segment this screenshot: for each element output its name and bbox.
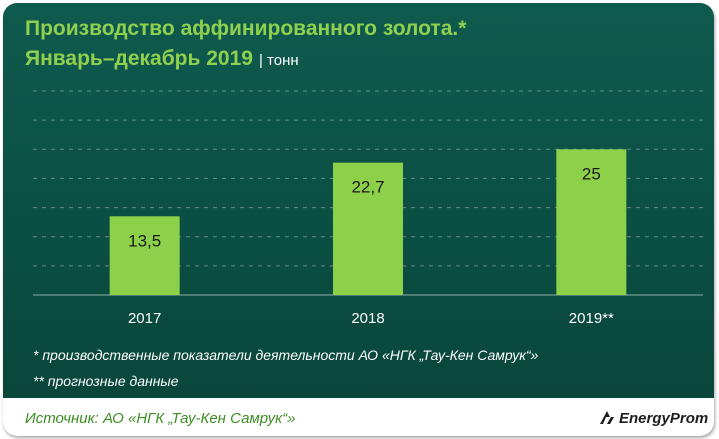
x-tick-label: 2019** <box>569 310 614 327</box>
value-label: 22,7 <box>351 178 384 197</box>
value-labels: 13,5 22,7 25 <box>128 164 601 250</box>
footnote-2: ** прогнозные данные <box>33 373 179 389</box>
chart-panel: Производство аффинированного золота.* Ян… <box>3 3 714 436</box>
energyprom-logo-icon <box>600 411 614 424</box>
bars <box>109 149 627 295</box>
bar-2017 <box>109 216 180 295</box>
energyprom-logo: EnergyProm <box>597 406 712 432</box>
source-text: Источник: АО «НГК „Тау-Кен Самрук“» <box>25 410 296 427</box>
footnote-1: * производственные показатели деятельнос… <box>33 347 539 363</box>
x-tick-label: 2018 <box>351 310 384 327</box>
chart-title: Производство аффинированного золота.* <box>25 17 467 40</box>
bar-2019 <box>556 149 627 295</box>
x-tick-labels: 2017 2018 2019** <box>128 310 614 327</box>
value-label: 25 <box>582 164 601 183</box>
chart-period: Январь–декабрь 2019 <box>25 47 253 70</box>
x-tick-label: 2017 <box>128 310 161 327</box>
value-label: 13,5 <box>128 231 161 250</box>
bar-chart: 13,5 22,7 25 2017 2018 2019** <box>33 90 703 327</box>
chart-subtitle: Январь–декабрь 2019 | тонн <box>25 47 299 71</box>
chart-units: | тонн <box>258 52 299 69</box>
logo-text: EnergyProm <box>619 410 709 427</box>
source-bar <box>3 398 714 436</box>
bar-2018 <box>333 162 403 295</box>
